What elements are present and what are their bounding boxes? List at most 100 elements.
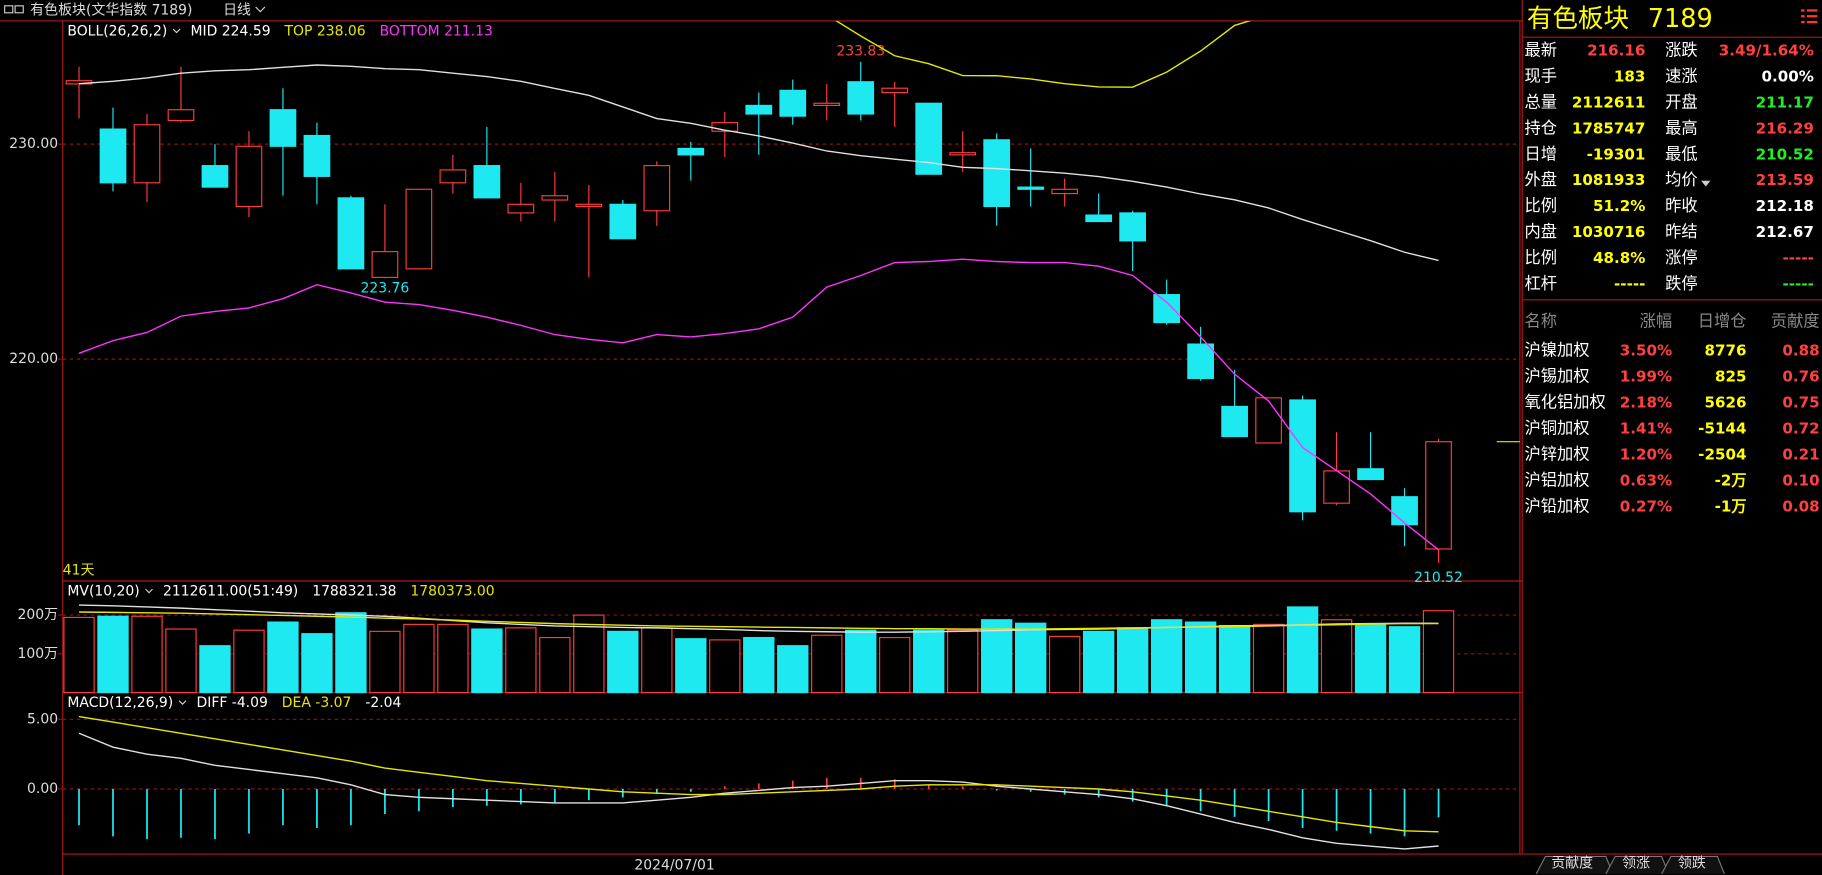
legend-entry: BOTTOM 211.13	[380, 23, 493, 39]
quote-label: 外盘	[1525, 170, 1557, 189]
candle-body	[847, 81, 875, 115]
quote-name: 有色板块	[1527, 4, 1629, 34]
period-selector[interactable]: 日线	[223, 2, 251, 18]
dropdown-arrow	[145, 588, 153, 594]
table-cell: 0.10	[1782, 472, 1819, 490]
volume-bar	[913, 629, 945, 694]
table-cell: -2504	[1698, 446, 1746, 464]
volume-bar	[1014, 622, 1047, 694]
volume-bar	[403, 623, 435, 694]
table-cell: 0.63%	[1620, 472, 1672, 490]
quote-value: -----	[1783, 249, 1814, 267]
legend-entry: BOLL(26,26,2)	[67, 23, 167, 39]
legend-entry: -2.04	[365, 695, 401, 711]
overlays	[78, 20, 1439, 551]
toolbar: 有色板块(文华指数 7189) 日线	[4, 1, 266, 18]
candle-body	[949, 152, 977, 156]
volume-bar	[811, 634, 843, 694]
candle-body	[269, 109, 297, 147]
quote-value: 216.16	[1587, 42, 1645, 60]
volume-bar	[165, 628, 197, 694]
volume-bar	[1218, 624, 1251, 694]
period-count: 41天	[63, 563, 95, 579]
icon[interactable]	[1806, 9, 1818, 12]
tab[interactable]	[1605, 855, 1670, 875]
volume-bar	[301, 633, 333, 694]
legend-entry: DEA -3.07	[282, 695, 352, 711]
icon[interactable]	[1801, 9, 1805, 12]
volume-bar	[1252, 623, 1285, 694]
table-cell: 沪锌加权	[1525, 445, 1590, 464]
table-cell: 1.41%	[1620, 420, 1672, 438]
table-cell: 0.76	[1782, 367, 1819, 385]
icon	[4, 5, 14, 14]
quote-value: 0.00%	[1761, 68, 1813, 86]
legend-entry: 2112611.00(51:49)	[163, 583, 298, 599]
quote-value: 183	[1614, 68, 1646, 86]
tabs: 贡献度 领涨 领跌	[1535, 855, 1725, 875]
table-cell: 0.75	[1782, 393, 1819, 411]
legend-entry: TOP 238.06	[284, 23, 366, 39]
candle-body	[541, 195, 569, 201]
tab-label[interactable]: 领跌	[1678, 855, 1706, 871]
quote-code: 7189	[1648, 4, 1713, 34]
volume-bar	[1150, 619, 1183, 694]
menu-icon[interactable]	[1801, 9, 1818, 24]
quote-label: 昨收	[1665, 196, 1697, 215]
quote-value: 1030716	[1572, 223, 1646, 241]
table-cell: -5144	[1698, 420, 1746, 438]
legend-entry: MV(10,20)	[67, 583, 139, 599]
indicator-line	[835, 20, 1252, 88]
volume-bar	[947, 629, 979, 694]
table-cell: 0.21	[1782, 446, 1819, 464]
tab-label[interactable]: 领涨	[1622, 855, 1650, 871]
quote-value: 212.67	[1756, 223, 1814, 241]
y-tick-label: 5.00	[27, 711, 58, 727]
quote-label: 速涨	[1665, 67, 1697, 86]
dropdown-arrow[interactable]	[255, 6, 266, 13]
quote-value: 210.52	[1756, 145, 1814, 163]
indicator-line	[78, 732, 1439, 850]
column-header: 日增仓	[1698, 311, 1747, 330]
candle-body	[1153, 294, 1181, 324]
table-cell: 825	[1715, 367, 1747, 385]
volume-bar	[267, 621, 299, 694]
volume-bar	[97, 615, 129, 694]
icon[interactable]	[1806, 15, 1818, 18]
quote-label: 比例	[1525, 248, 1557, 267]
indicator-line	[79, 611, 1439, 630]
volume-bar	[981, 619, 1013, 694]
candle-body	[575, 203, 603, 208]
tab-label[interactable]: 贡献度	[1551, 855, 1593, 871]
candle-body	[473, 165, 501, 199]
tab[interactable]	[1535, 855, 1614, 875]
quote-value: 211.17	[1756, 93, 1814, 111]
volume-bar	[1048, 635, 1081, 694]
candle-body	[1425, 441, 1452, 550]
volume-bar	[369, 630, 401, 694]
icon	[14, 5, 24, 14]
instrument-title[interactable]: 有色板块(文华指数 7189)	[30, 1, 192, 18]
quote-label: 最高	[1665, 118, 1697, 137]
tab[interactable]	[1661, 855, 1725, 875]
volume-bar	[1422, 610, 1455, 694]
icon[interactable]	[1801, 20, 1805, 24]
indicator-line	[78, 64, 1439, 262]
candle-body	[609, 203, 637, 240]
candle-body	[303, 134, 331, 177]
icon[interactable]	[1806, 20, 1818, 24]
indicator-line	[78, 258, 1439, 551]
quote-label: 涨停	[1665, 248, 1697, 267]
table-cell: 0.72	[1782, 420, 1819, 438]
candle-body	[1391, 496, 1418, 526]
quote-value: 213.59	[1756, 171, 1814, 189]
column-header: 贡献度	[1771, 311, 1820, 330]
volume-bar	[131, 615, 163, 694]
volume-bar	[1082, 630, 1115, 694]
legend-entry: 1788321.38	[312, 583, 396, 599]
candle-body	[1017, 186, 1045, 190]
quote-label: 开盘	[1665, 92, 1697, 111]
icon[interactable]	[1801, 15, 1805, 18]
volume-bar	[675, 638, 707, 694]
candle-body	[1051, 188, 1079, 195]
